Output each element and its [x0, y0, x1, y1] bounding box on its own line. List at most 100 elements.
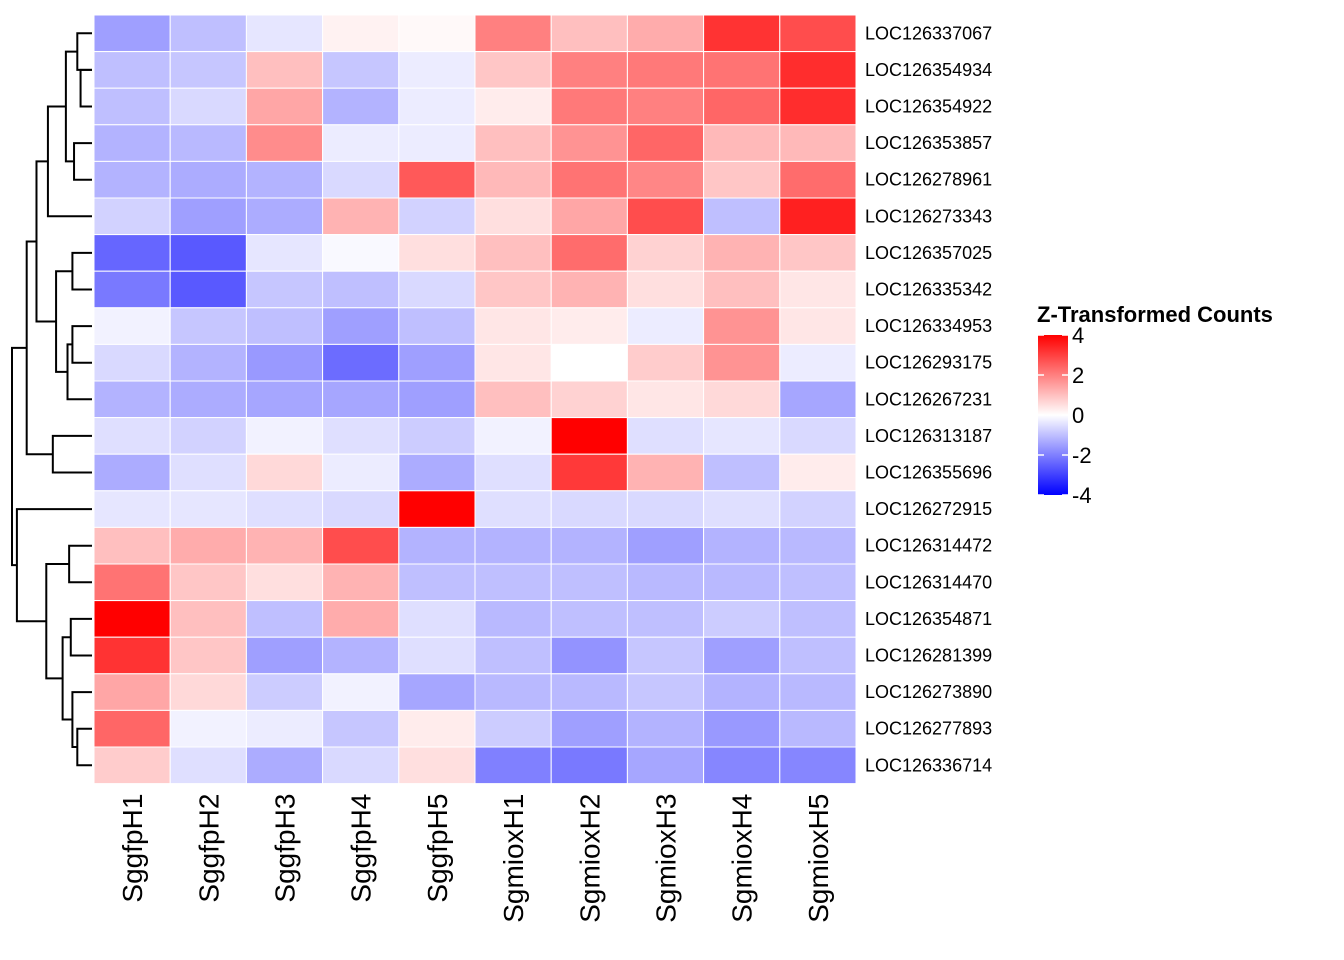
- column-label: SggfpH4: [346, 794, 377, 903]
- heatmap-cell: [245, 380, 324, 419]
- heatmap-cell: [703, 234, 781, 272]
- row-label: LOC126277893: [865, 719, 992, 739]
- heatmap-cell: [474, 563, 552, 602]
- heatmap-cell: [398, 197, 476, 236]
- heatmap-cell: [703, 160, 781, 199]
- heatmap-cell: [626, 709, 705, 748]
- dendrogram-branch: [51, 434, 92, 474]
- heatmap-cell: [474, 526, 552, 565]
- heatmap-cell: [550, 563, 628, 602]
- heatmap-cell: [550, 709, 628, 748]
- heatmap-cell: [93, 234, 171, 272]
- heatmap-cell: [703, 380, 781, 419]
- dendrogram-branch: [71, 325, 92, 364]
- heatmap-cell: [474, 307, 552, 345]
- heatmap-cell: [93, 746, 171, 785]
- dendrogram-branch: [79, 68, 92, 108]
- heatmap-cell: [93, 343, 171, 382]
- heatmap-cell: [169, 453, 247, 492]
- heatmap-cell: [779, 307, 857, 345]
- color-legend: Z-Transformed Counts 4 2 0 -2 -4: [1037, 302, 1273, 508]
- heatmap-cell: [703, 270, 781, 309]
- heatmap-cell: [169, 563, 247, 602]
- heatmap-cell: [474, 709, 552, 748]
- heatmap-cell: [474, 197, 552, 236]
- heatmap-cell: [550, 87, 628, 126]
- heatmap-cell: [93, 197, 171, 236]
- heatmap-cell: [703, 197, 781, 236]
- heatmap-cell: [703, 87, 781, 126]
- dendrogram-branch: [35, 160, 57, 323]
- dendrogram-branch: [73, 142, 92, 181]
- heatmap-cell: [626, 87, 705, 126]
- heatmap-cell: [169, 746, 247, 785]
- heatmap-cell: [322, 197, 400, 236]
- heatmap-cell: [474, 600, 552, 638]
- heatmap-cell: [703, 124, 781, 162]
- heatmap-cell: [93, 160, 171, 199]
- heatmap-cell: [93, 307, 171, 345]
- heatmap-cell: [398, 270, 476, 309]
- heatmap-cell: [245, 234, 324, 272]
- column-label: SgmioxH1: [498, 794, 529, 923]
- dendrogram-branch: [71, 251, 92, 291]
- heatmap-cell: [322, 453, 400, 492]
- heatmap-cell: [550, 417, 628, 455]
- row-label: LOC126357025: [865, 243, 992, 263]
- heatmap-cell: [93, 270, 171, 309]
- heatmap-cell: [626, 124, 705, 162]
- heatmap-cell: [93, 636, 171, 675]
- heatmap-cell: [474, 234, 552, 272]
- heatmap-cell: [779, 197, 857, 236]
- heatmap-cell: [169, 343, 247, 382]
- dendrogram-branch: [69, 617, 92, 657]
- heatmap-cells: [93, 14, 857, 785]
- row-dendrogram: [11, 32, 92, 767]
- heatmap-cell: [626, 51, 705, 89]
- heatmap-cell: [779, 87, 857, 126]
- heatmap-cell: [550, 600, 628, 638]
- heatmap-cell: [550, 160, 628, 199]
- heatmap-cell: [245, 51, 324, 89]
- heatmap-cell: [245, 14, 324, 53]
- row-label: LOC126336714: [865, 755, 992, 775]
- heatmap-cell: [703, 490, 781, 528]
- heatmap-cell: [550, 636, 628, 675]
- heatmap-cell: [322, 526, 400, 565]
- heatmap-cell: [245, 600, 324, 638]
- heatmap-cell: [626, 343, 705, 382]
- heatmap-cell: [322, 636, 400, 675]
- heatmap-cell: [626, 234, 705, 272]
- column-label: SggfpH5: [422, 794, 453, 903]
- legend-tick-label: 4: [1072, 323, 1084, 348]
- heatmap-cell: [245, 490, 324, 528]
- heatmap-cell: [322, 343, 400, 382]
- heatmap-cell: [474, 14, 552, 53]
- heatmap-cell: [779, 160, 857, 199]
- heatmap-cell: [626, 490, 705, 528]
- heatmap-cell: [322, 600, 400, 638]
- heatmap-cell: [779, 343, 857, 382]
- heatmap-cell: [703, 709, 781, 748]
- heatmap-cell: [245, 673, 324, 711]
- heatmap-cell: [626, 636, 705, 675]
- heatmap-cell: [703, 307, 781, 345]
- heatmap-cell: [93, 380, 171, 419]
- heatmap-cell: [474, 51, 552, 89]
- heatmap-cell: [703, 636, 781, 675]
- heatmap-cell: [626, 307, 705, 345]
- heatmap-cell: [169, 600, 247, 638]
- dendrogram-branch: [55, 270, 73, 373]
- heatmap-cell: [93, 490, 171, 528]
- heatmap-cell: [550, 197, 628, 236]
- heatmap-cell: [398, 380, 476, 419]
- legend-tick-label: 2: [1072, 363, 1084, 388]
- heatmap-cell: [703, 563, 781, 602]
- heatmap-cell: [169, 234, 247, 272]
- heatmap-cell: [169, 380, 247, 419]
- legend-tick-label: 0: [1072, 403, 1084, 428]
- heatmap-cell: [779, 600, 857, 638]
- heatmap-cell: [322, 563, 400, 602]
- heatmap-cell: [474, 270, 552, 309]
- heatmap-cell: [703, 453, 781, 492]
